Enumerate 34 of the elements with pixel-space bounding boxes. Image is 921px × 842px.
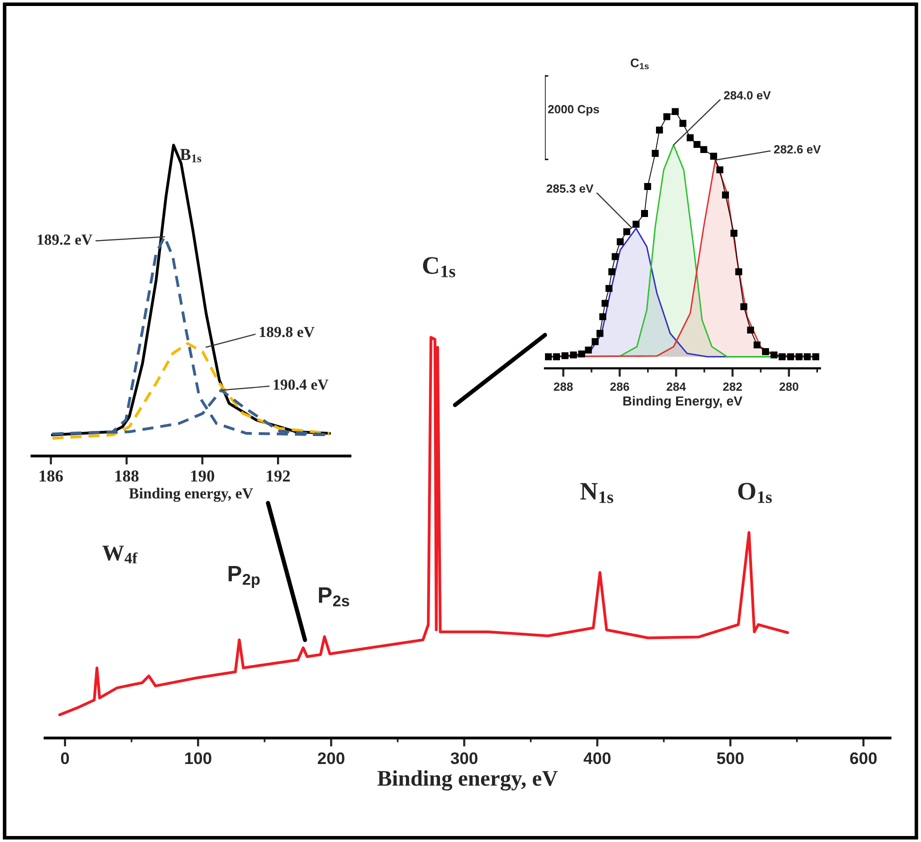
x-tick-label: 100 [185,752,212,764]
x-tick-label: 288 [554,382,573,391]
annotation: 189.8 eV [260,326,314,338]
x-axis-title: Binding energy, eV [129,488,253,502]
annotation: 285.3 eV [546,184,594,193]
annotation: P$_{2s}$ [318,587,350,606]
annotation: N$_{1s}$ [580,483,614,504]
x-axis-title: Binding Energy, eV [623,396,742,408]
annotation: W$_{4f}$ [102,546,138,564]
x-axis-title: Binding energy, eV [377,770,558,791]
x-tick-label: 284 [666,382,686,391]
text: C$_{1s}$ [423,257,456,278]
x-tick-label: 192 [266,470,290,482]
x-tick-label: 600 [850,752,877,764]
annotation: 284.0 eV [724,91,771,100]
x-tick-label: 0 [61,752,69,764]
x-tick-label: 190 [191,470,214,482]
x-tick-label: 500 [716,752,744,764]
x-tick-label: 400 [584,752,611,764]
annotation: 190.4 eV [274,379,328,390]
x-tick-label: 186 [40,470,63,482]
x-tick-label: 286 [610,382,630,391]
chart-title: B$_{1s}$ [180,148,202,162]
x-tick-label: 188 [115,470,139,482]
annotation: 282.6 eV [774,145,821,154]
annotation: 2000 Cps [548,105,600,116]
x-tick-label: 280 [780,382,798,391]
x-tick-label: 200 [318,752,344,764]
annotation: P$_{2p}$ [228,566,260,588]
chart-title: C$_{1s}$ [630,58,649,70]
annotation: 189.2 eV [38,234,92,245]
x-tick-label: 282 [723,382,742,391]
x-tick-label: 300 [450,752,478,764]
annotation: O$_{1s}$ [738,482,772,504]
